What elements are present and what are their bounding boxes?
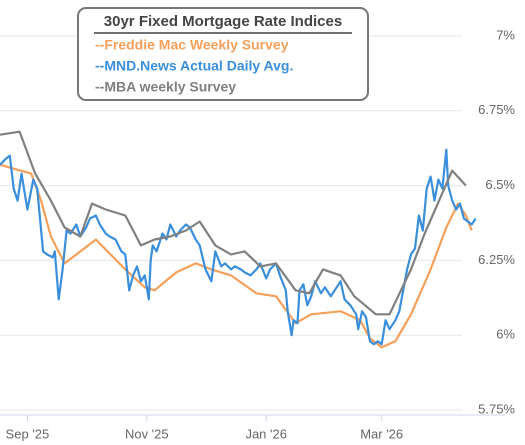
x-tick-label: Mar '26 — [360, 426, 403, 441]
x-tick-label: Nov '25 — [125, 426, 169, 441]
legend-title: 30yr Fixed Mortgage Rate Indices — [104, 13, 342, 30]
y-tick-label: 6.25% — [478, 252, 515, 267]
series-line — [0, 163, 473, 349]
legend-box — [77, 7, 369, 101]
series-line — [0, 148, 477, 346]
y-tick-label: 5.75% — [478, 401, 515, 416]
series-line — [0, 130, 467, 316]
y-tick-label: 6.75% — [478, 102, 515, 117]
legend-entry: --MBA weekly Survey — [95, 79, 236, 95]
y-tick-label: 6.5% — [485, 177, 515, 192]
y-tick-label: 7% — [496, 27, 515, 42]
legend-entry: --Freddie Mac Weekly Survey — [95, 37, 289, 53]
x-tick-label: Sep '25 — [6, 426, 50, 441]
legend: --Freddie Mac Weekly Survey --MND.News Ac… — [95, 37, 293, 95]
x-tick-label: Jan '26 — [245, 426, 287, 441]
y-tick-label: 6% — [496, 327, 515, 342]
legend-entry: --MND.News Actual Daily Avg. — [95, 58, 293, 74]
